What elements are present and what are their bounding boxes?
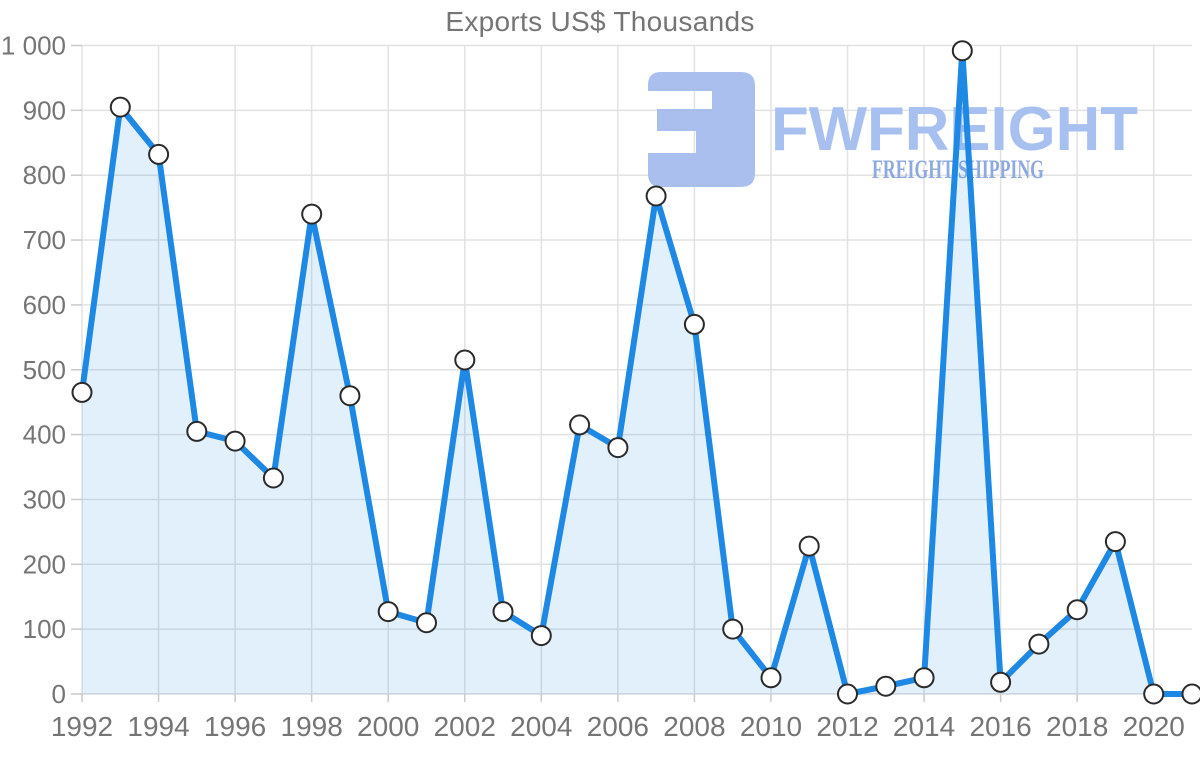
data-point-marker[interactable] <box>1181 683 1200 705</box>
y-axis-tick-label: 200 <box>23 549 66 579</box>
data-point-marker[interactable] <box>71 381 93 403</box>
data-point-marker[interactable] <box>262 467 284 489</box>
data-point-marker[interactable] <box>1066 599 1088 621</box>
x-axis-tick-label: 2008 <box>663 711 725 742</box>
data-point-marker[interactable] <box>760 667 782 689</box>
series-area-fill <box>82 50 1192 694</box>
data-point-marker[interactable] <box>1028 633 1050 655</box>
data-point-marker[interactable] <box>569 414 591 436</box>
x-axis-tick-label: 2002 <box>434 711 496 742</box>
data-point-marker[interactable] <box>339 385 361 407</box>
data-point-marker[interactable] <box>645 185 667 207</box>
data-point-marker[interactable] <box>416 612 437 634</box>
data-point-marker[interactable] <box>492 601 514 623</box>
watermark: FWFREIGHT FREIGHT SHIPPING <box>648 72 1138 187</box>
y-axis-tick-label: 400 <box>23 420 66 450</box>
x-axis-tick-label: 1994 <box>127 711 189 742</box>
x-axis-tick-label: 2018 <box>1046 711 1108 742</box>
data-point-marker[interactable] <box>186 420 208 442</box>
area-fill-shape <box>82 50 1192 694</box>
data-point-marker[interactable] <box>301 203 323 225</box>
data-point-marker[interactable] <box>377 601 399 623</box>
x-axis-tick-label: 2004 <box>510 711 572 742</box>
grid-lines <box>81 44 1192 695</box>
x-axis-tick-label: 1998 <box>281 711 343 742</box>
data-point-marker[interactable] <box>683 313 705 335</box>
y-axis-tick-label: 900 <box>23 95 66 125</box>
y-axis-tick-label: 300 <box>23 484 66 514</box>
data-point-marker[interactable] <box>1143 683 1165 705</box>
data-point-marker[interactable] <box>109 96 131 118</box>
data-point-marker[interactable] <box>607 437 629 459</box>
y-axis-tick-label: 500 <box>23 355 66 385</box>
x-axis-tick-label: 2010 <box>740 711 802 742</box>
x-axis-tick-label: 2014 <box>893 711 955 742</box>
data-point-marker[interactable] <box>875 675 897 697</box>
fwfreight-logo-icon <box>648 72 755 187</box>
data-point-marker[interactable] <box>722 618 744 640</box>
x-axis-tick-label: 1996 <box>204 711 266 742</box>
x-axis-labels: 1992 1994 1996 1998 2000 2002 2004 2006 2008 2010… <box>51 711 1185 742</box>
y-axis-tick-label: 0 <box>52 679 66 709</box>
x-axis-tick-label: 2020 <box>1123 711 1185 742</box>
data-point-marker[interactable] <box>454 349 476 371</box>
data-point-marker[interactable] <box>913 667 935 689</box>
data-point-markers <box>71 40 1200 705</box>
data-point-marker[interactable] <box>224 430 246 452</box>
data-point-marker[interactable] <box>1104 531 1126 553</box>
x-axis-tick-label: 1992 <box>51 711 113 742</box>
y-axis-tick-label: 600 <box>23 290 66 320</box>
data-point-marker[interactable] <box>837 683 858 705</box>
data-point-marker[interactable] <box>530 625 552 647</box>
data-point-marker[interactable] <box>798 535 820 557</box>
data-point-marker[interactable] <box>951 40 973 62</box>
x-axis-tick-label: 2016 <box>969 711 1031 742</box>
x-axis-tick-label: 2000 <box>357 711 419 742</box>
y-axis-tick-label: 1 000 <box>1 31 66 61</box>
y-axis-tick-label: 100 <box>23 614 66 644</box>
data-point-marker[interactable] <box>148 143 170 165</box>
y-axis-labels: 0 100 200 300 400 500 600 700 800 900 1 000 <box>1 31 66 710</box>
axis-tick-marks <box>71 44 1155 702</box>
data-point-marker[interactable] <box>990 671 1012 693</box>
y-axis-tick-label: 700 <box>23 225 66 255</box>
x-axis-tick-label: 2012 <box>816 711 878 742</box>
y-axis-tick-label: 800 <box>23 160 66 190</box>
x-axis-tick-label: 2006 <box>587 711 649 742</box>
